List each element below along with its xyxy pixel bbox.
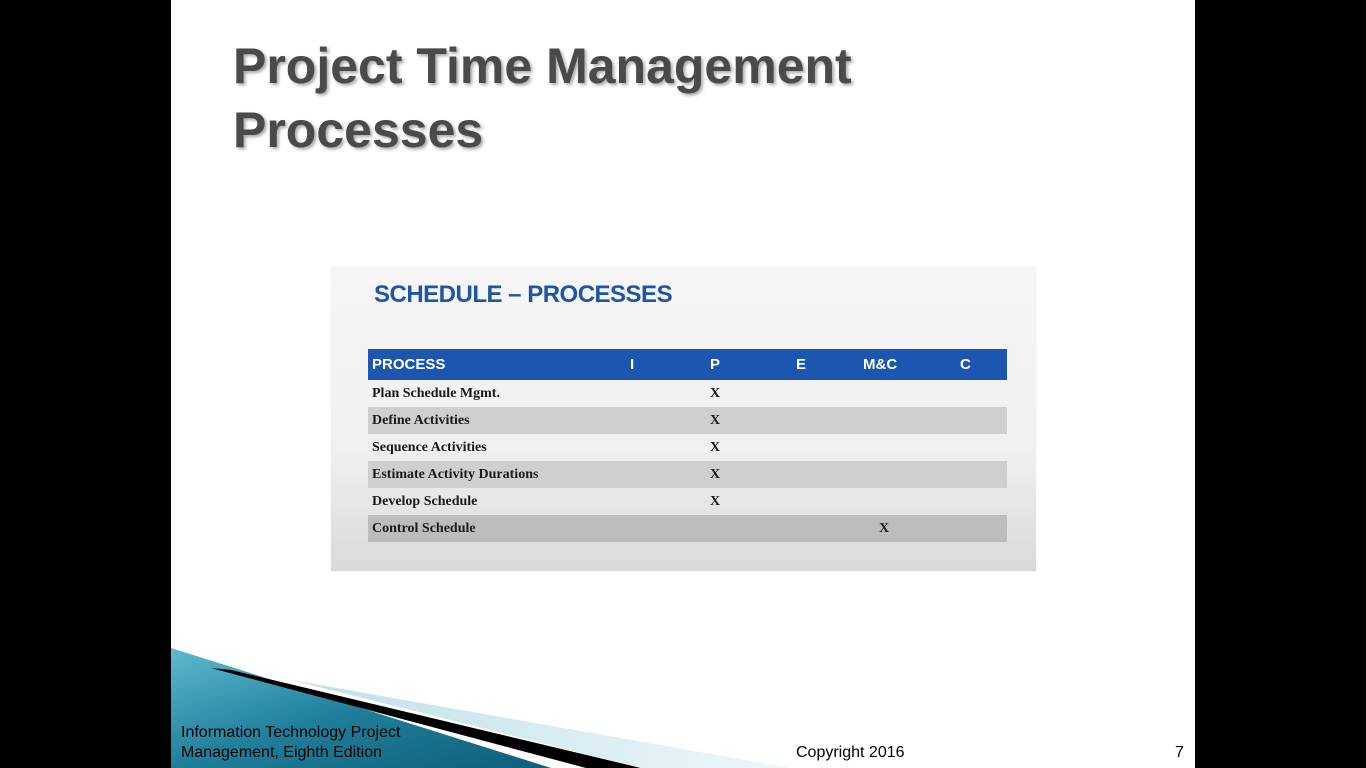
footer-book-title: Information Technology Project Managemen… (181, 723, 461, 763)
table-row: Define Activities X (368, 407, 1007, 434)
slide-page-number: 7 (1175, 744, 1184, 761)
row-mark: X (710, 466, 721, 482)
row-process-label: Develop Schedule (372, 493, 478, 509)
row-process-label: Estimate Activity Durations (372, 466, 539, 482)
footer-copyright: Copyright 2016 (796, 744, 905, 761)
footer-pale-stripe (291, 680, 791, 768)
figure-title: SCHEDULE – PROCESSES (374, 281, 673, 308)
header-monitoring-controlling: M&C (863, 356, 898, 373)
row-mark: X (710, 439, 721, 455)
footer-book-line-1: Information Technology Project (181, 724, 401, 741)
table-row: Sequence Activities X (368, 434, 1007, 461)
footer-swoosh-graphic (171, 648, 791, 768)
header-closing: C (960, 356, 971, 373)
row-mark: X (879, 520, 890, 536)
table-row: Plan Schedule Mgmt. X (368, 380, 1007, 407)
header-initiating: I (630, 356, 635, 373)
slide: Project Time Management Processes SCHEDU… (171, 0, 1195, 768)
footer-black-stripe (211, 668, 641, 768)
row-mark: X (710, 385, 721, 401)
header-process: PROCESS (372, 356, 446, 373)
header-planning: P (710, 356, 721, 373)
row-mark: X (710, 412, 721, 428)
slide-title-line-1: Project Time Management (233, 38, 852, 94)
schedule-processes-image: SCHEDULE – PROCESSES PROCESS I P E M&C C… (331, 267, 1036, 571)
table-row: Control Schedule X (368, 515, 1007, 542)
table-header-row: PROCESS I P E M&C C (368, 349, 1007, 380)
row-mark: X (710, 493, 721, 509)
slide-title-line-2: Processes (233, 102, 484, 158)
header-executing: E (796, 356, 807, 373)
table-row: Estimate Activity Durations X (368, 461, 1007, 488)
footer-book-line-2: Management, Eighth Edition (181, 744, 383, 761)
slide-title: Project Time Management Processes (233, 34, 1133, 162)
row-process-label: Define Activities (372, 412, 470, 428)
row-process-label: Plan Schedule Mgmt. (372, 385, 500, 401)
row-process-label: Control Schedule (372, 520, 476, 536)
table-row: Develop Schedule X (368, 488, 1007, 515)
process-table: PROCESS I P E M&C C Plan Schedule Mgmt. … (368, 349, 1008, 542)
row-process-label: Sequence Activities (372, 439, 487, 455)
